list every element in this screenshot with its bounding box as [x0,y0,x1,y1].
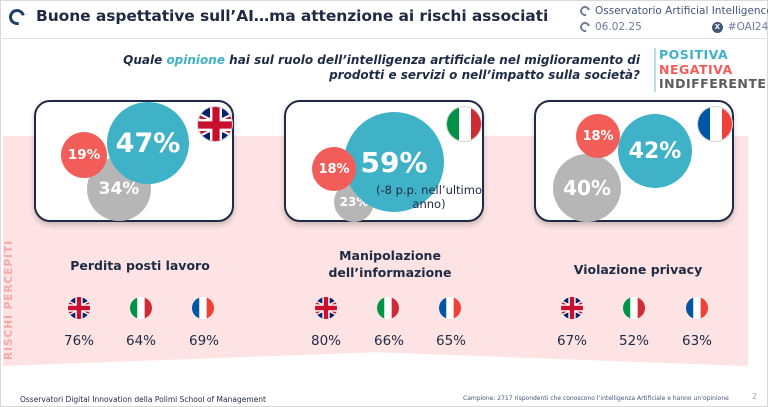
job-loss-it-value: 64% [125,333,156,349]
header-hashtag: #OAI24 [727,21,768,33]
risks-band-label: RISCHI PERCEPITI [3,239,15,360]
x-social-icon: X [711,21,723,33]
italy-flag-icon [446,106,482,142]
question-highlight: opinione [166,53,225,67]
risk-title-manipulation: Manipolazione dell’informazione [290,247,490,281]
job-loss-uk-value: 76% [63,333,94,349]
risk-title-manipulation-line2: dell’informazione [328,265,452,280]
question-text-before: Quale [123,53,167,67]
opinion-card-france: 40% 42% 18% [534,100,734,222]
uk-flag-icon [561,297,583,319]
fr-indifferent-bubble: 40% [553,154,621,222]
privacy-uk-value: 67% [556,333,587,349]
france-flag-icon [686,297,708,319]
opinion-card-italy: 23% 59% 18% [284,100,484,222]
header-date: 06.02.25 [595,21,642,33]
it-negative-bubble: 18% [312,147,356,191]
header-org-label: Osservatorio Artificial Intelligence [595,5,768,17]
footer-sample: Campione: 2717 rispondenti che conoscono… [463,395,729,402]
france-flag-icon [697,106,733,142]
footer-source: Osservatori Digital Innovation della Pol… [20,395,266,404]
page-number: 2 [752,392,758,401]
france-flag-icon [439,297,461,319]
it-positive-bubble: 59% [344,112,444,212]
fr-negative-bubble: 18% [576,114,620,158]
question-text-after: hai sul ruolo dell’intelligenza artifici… [224,53,640,82]
legend-indifferent: INDIFFERENTE [659,76,767,91]
fr-positive-bubble: 42% [618,114,692,188]
uk-flag-icon [315,297,337,319]
uk-flag-icon [68,297,90,319]
survey-question: Quale opinione hai sul ruolo dell’intell… [95,53,640,83]
legend-positive: POSITIVA [659,47,729,62]
header-divider [0,38,768,39]
italy-flag-icon [377,297,399,319]
header-meta: 06.02.25 X #OAI24 [578,20,768,34]
opinion-legend: POSITIVA NEGATIVA INDIFFERENTE [654,47,767,92]
uk-negative-bubble: 19% [61,132,107,178]
france-flag-icon [192,297,214,319]
manipulation-fr-value: 65% [435,333,466,349]
risk-title-job-loss: Perdita posti lavoro [70,258,210,273]
manipulation-uk-value: 80% [310,333,341,349]
privacy-it-value: 52% [618,333,649,349]
italy-flag-icon [130,297,152,319]
legend-negative: NEGATIVA [659,61,733,77]
header-org: Osservatorio Artificial Intelligence [578,4,768,18]
italy-change-note: (-8 p.p. nell’ultimo anno) [375,183,482,211]
date-logo-icon [578,20,592,34]
observatory-logo-icon [6,6,28,28]
opinion-card-uk: 34% 47% 19% [34,100,234,222]
job-loss-fr-value: 69% [188,333,219,349]
risk-title-privacy: Violazione privacy [573,262,703,277]
italy-flag-icon [623,297,645,319]
uk-flag-icon [197,106,233,142]
page-title: Buone aspettative sull’AI…ma attenzione … [36,7,549,25]
observatory-small-logo-icon [578,4,592,18]
privacy-fr-value: 63% [681,333,712,349]
manipulation-it-value: 66% [373,333,404,349]
risk-title-manipulation-line1: Manipolazione [339,248,441,263]
uk-positive-bubble: 47% [107,102,189,184]
